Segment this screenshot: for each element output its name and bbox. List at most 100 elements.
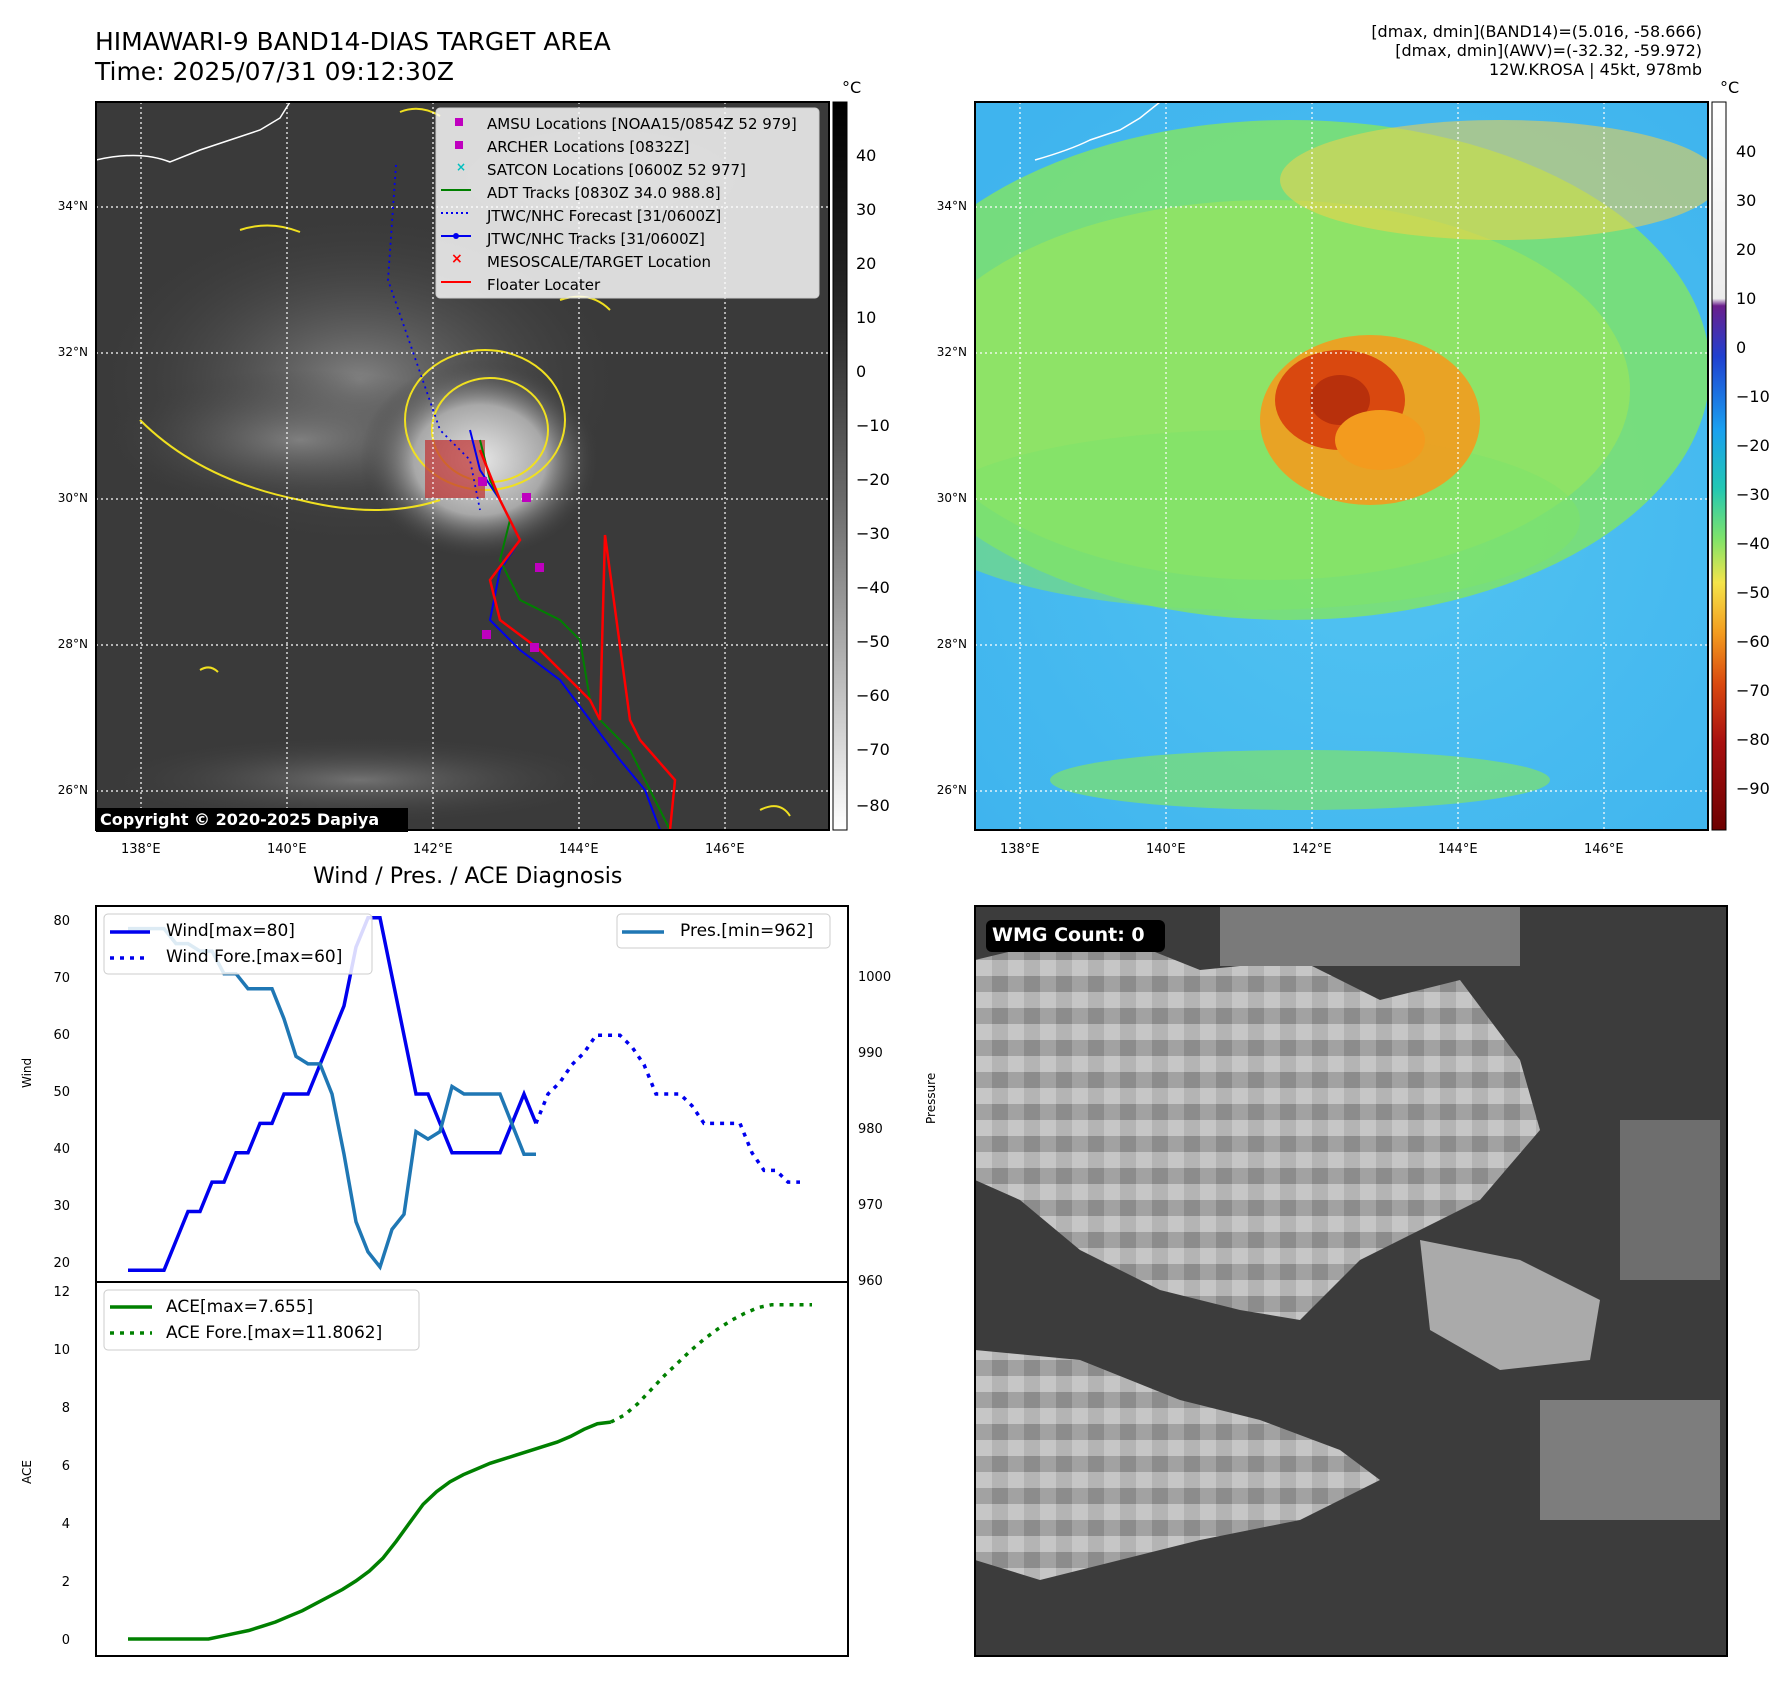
- map-legend: × ×: [435, 107, 820, 299]
- awv-lat-28: 28°N: [936, 637, 967, 651]
- awv-tick: −50: [1736, 583, 1770, 602]
- legend-adt: ADT Tracks [0830Z 34.0 988.8]: [487, 184, 721, 202]
- coastline-right: [1034, 102, 1161, 161]
- ir-lon-142: 142°E: [413, 842, 453, 857]
- info-block: [dmax, dmin](BAND14)=(5.016, -58.666) [d…: [1371, 22, 1702, 79]
- ir-lon-140: 140°E: [267, 842, 307, 857]
- ace-tick: 6: [61, 1459, 70, 1474]
- awv-lon-138: 138°E: [1000, 842, 1040, 857]
- floater-track: [478, 449, 677, 830]
- map-legend-labels: AMSU Locations [NOAA15/0854Z 52 979] ARC…: [487, 113, 797, 297]
- wind-tick: 20: [53, 1256, 70, 1271]
- awv-lat-34: 34°N: [936, 199, 967, 213]
- legend-jtwc-track: JTWC/NHC Tracks [31/0600Z]: [487, 230, 705, 248]
- dry-band-north: [1280, 120, 1708, 240]
- awv-lat-30: 30°N: [936, 491, 967, 505]
- info-line-band14: [dmax, dmin](BAND14)=(5.016, -58.666): [1371, 22, 1702, 41]
- storm-spiral: [1335, 410, 1425, 470]
- wmg-bright-region: [975, 930, 1540, 1320]
- legend-target: MESOSCALE/TARGET Location: [487, 253, 712, 271]
- awv-lat-26: 26°N: [936, 783, 967, 797]
- awv-tick: −80: [1736, 730, 1770, 749]
- ir-lat-26: 26°N: [57, 783, 88, 797]
- wmg-label-box: [986, 920, 1165, 952]
- awv-lon-144: 144°E: [1438, 842, 1478, 857]
- legend-satcon: SATCON Locations [0600Z 52 977]: [487, 161, 746, 179]
- wind-tick: 70: [53, 971, 70, 986]
- ace-tick: 0: [61, 1633, 70, 1648]
- awv-map-frame: [974, 101, 1709, 831]
- legend-amsu-marker: [455, 118, 463, 126]
- cloud-band-bottom: [100, 735, 620, 825]
- wmg-mid-region-se: [1540, 1400, 1720, 1520]
- ir-map-frame: [95, 101, 830, 831]
- awv-tick: −70: [1736, 681, 1770, 700]
- wind-forecast-series-line: [534, 1033, 800, 1184]
- storm-tracks: [387, 164, 677, 830]
- ir-lon-144: 144°E: [559, 842, 599, 857]
- wind-tick: 80: [53, 914, 70, 929]
- legend-pres: Pres.[min=962]: [680, 921, 814, 941]
- ace-plot: [128, 1302, 812, 1641]
- ir-tick: −70: [856, 740, 890, 759]
- pres-ylabel: Pressure: [924, 1072, 938, 1124]
- ir-lat-30: 30°N: [57, 491, 88, 505]
- legend-archer: ARCHER Locations [0832Z]: [487, 138, 690, 156]
- copyright-box: [96, 808, 408, 832]
- wmg-frame: [974, 905, 1728, 1657]
- copyright-text: Copyright © 2020-2025 Dapiya: [100, 810, 380, 829]
- wmg-field: [975, 906, 1720, 1580]
- awv-colorbar: [1711, 101, 1727, 831]
- pres-tick: 960: [858, 1274, 883, 1289]
- ace-tick: 12: [53, 1285, 70, 1300]
- ir-tick: −80: [856, 796, 890, 815]
- timestamp: Time: 2025/07/31 09:12:30Z: [95, 57, 454, 86]
- awv-map-gridlines: [975, 102, 1708, 830]
- legend-ace: ACE[max=7.655]: [166, 1297, 314, 1317]
- wmg-bright-region-south: [975, 1350, 1380, 1580]
- ir-tick: 20: [856, 254, 877, 273]
- awv-lon-142: 142°E: [1292, 842, 1332, 857]
- wind-tick: 60: [53, 1028, 70, 1043]
- awv-tick: 40: [1736, 142, 1757, 161]
- floater-region: [425, 440, 485, 498]
- legend-target-marker: ×: [451, 251, 463, 267]
- ace-tick: 2: [61, 1575, 70, 1590]
- awv-tick: 20: [1736, 240, 1757, 259]
- pres-tick: 1000: [858, 970, 892, 985]
- wmg-count-label: WMG Count: 0: [992, 924, 1145, 946]
- ir-lat-28: 28°N: [57, 637, 88, 651]
- ir-lon-146: 146°E: [705, 842, 745, 857]
- wind-series-line: [128, 916, 538, 1273]
- wind-tick: 40: [53, 1142, 70, 1157]
- awv-map-panel: [974, 101, 1709, 831]
- awv-tick: −20: [1736, 436, 1770, 455]
- legend-archer-marker: [455, 141, 463, 149]
- ir-lon-138: 138°E: [121, 842, 161, 857]
- awv-tick: −40: [1736, 534, 1770, 553]
- coastline: [96, 102, 291, 163]
- awv-tick: 0: [1736, 338, 1747, 357]
- ace-tick: 4: [61, 1517, 70, 1532]
- moisture-band-south: [975, 430, 1580, 610]
- ace-tick: 10: [53, 1343, 70, 1358]
- wmg-mid-region-north: [1220, 906, 1520, 966]
- awv-tick: 30: [1736, 191, 1757, 210]
- awv-tick: 10: [1736, 289, 1757, 308]
- ir-colorbar: [832, 101, 848, 831]
- legend-jtwc-track-dot: [453, 233, 459, 239]
- ace-legend-box: [103, 1289, 420, 1351]
- wind-tick: 50: [53, 1085, 70, 1100]
- pres-tick: 990: [858, 1046, 883, 1061]
- awv-tick: −60: [1736, 632, 1770, 651]
- pres-tick: 980: [858, 1122, 883, 1137]
- ir-tick: −60: [856, 686, 890, 705]
- info-line-storm: 12W.KROSA | 45kt, 978mb: [1489, 60, 1702, 79]
- storm-coldest: [1310, 375, 1370, 425]
- awv-lat-32: 32°N: [936, 345, 967, 359]
- legend-satcon-marker: ×: [456, 160, 466, 174]
- ir-lat-32: 32°N: [57, 345, 88, 359]
- wmg-mid-region: [1620, 1120, 1720, 1280]
- amsu-markers: [478, 477, 544, 652]
